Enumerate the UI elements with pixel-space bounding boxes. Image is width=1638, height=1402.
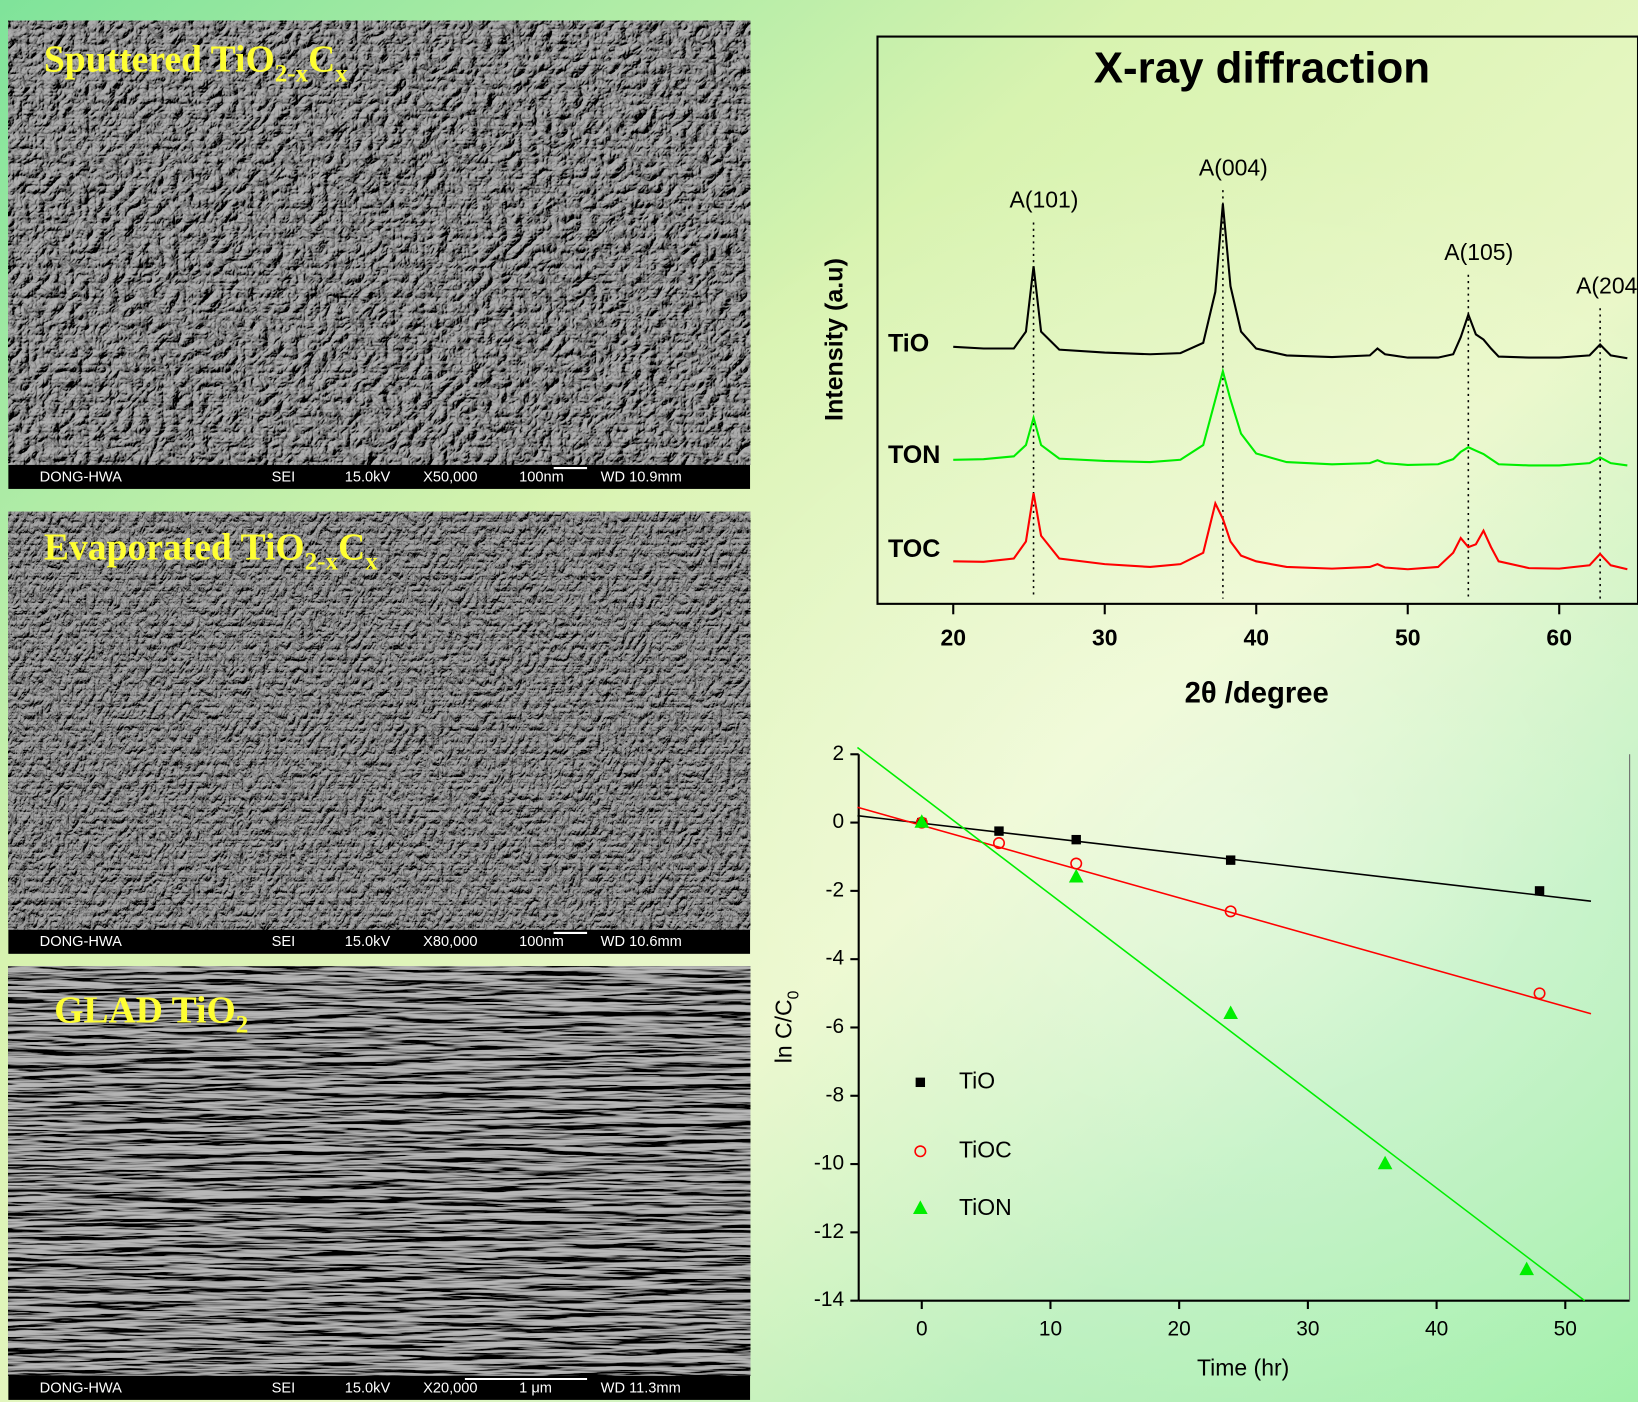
text-segment: C [338, 526, 365, 568]
legend-marker [916, 1078, 925, 1087]
y-tick-label: -14 [814, 1288, 844, 1311]
sem-panel: DONG-HWA SEI 15.0kV X80,000 100nm WD 10.6mm Ev… [8, 512, 750, 954]
sem-info-magnification: X80,000 [423, 934, 477, 950]
sem-info-mode: SEI [272, 1380, 296, 1396]
x-tick-label: 20 [940, 624, 966, 650]
text-segment: C [308, 38, 335, 80]
y-tick-label: 0 [832, 810, 844, 833]
y-axis-label: Intensity (a.u) [820, 258, 848, 421]
series-label: TOC [888, 535, 940, 563]
peak-label: A(004) [1199, 154, 1268, 180]
x-tick-label: 0 [916, 1317, 928, 1340]
sem-info-scale: 100nm [519, 934, 564, 950]
sem-info-scale: 1 μm [519, 1380, 552, 1396]
legend-label: TiO [959, 1067, 995, 1093]
sem-panel: DONG-HWA SEI 15.0kV X50,000 100nm WD 10.9mm Sp… [8, 21, 750, 489]
x-axis-label: Time (hr) [1197, 1355, 1289, 1381]
sem-info-magnification: X50,000 [423, 469, 477, 485]
sem-info-voltage: 15.0kV [345, 469, 391, 485]
x-tick-label: 50 [1554, 1317, 1577, 1340]
x-tick-label: 10 [1039, 1317, 1062, 1340]
sem-image [8, 21, 750, 465]
sem-info-wd: WD 10.6mm [601, 934, 682, 950]
sem-info-scale: 100nm [519, 469, 564, 485]
legend-label: TiOC [959, 1136, 1012, 1162]
data-point [994, 826, 1003, 835]
peak-label: A(204) [1576, 272, 1638, 298]
text-segment: 2-x [275, 61, 309, 88]
sem-info-voltage: 15.0kV [345, 1380, 391, 1396]
x-tick-label: 50 [1395, 624, 1421, 650]
x-tick-label: 40 [1425, 1317, 1448, 1340]
y-tick-label: -6 [826, 1015, 845, 1038]
peak-label: A(101) [1010, 187, 1079, 213]
y-tick-label: -12 [814, 1220, 844, 1243]
text-segment: 0 [785, 990, 802, 999]
text-segment: Evaporated TiO [44, 526, 305, 568]
sem-image [8, 512, 750, 930]
sem-info-wd: WD 11.3mm [601, 1380, 681, 1396]
chart-title: X-ray diffraction [1094, 44, 1430, 93]
data-point [1226, 855, 1235, 864]
sem-info-operator: DONG-HWA [40, 934, 122, 950]
sem-info-operator: DONG-HWA [40, 1380, 122, 1396]
text-segment: GLAD TiO [54, 989, 235, 1031]
y-tick-label: -10 [814, 1152, 844, 1175]
x-tick-label: 30 [1092, 624, 1118, 650]
text-segment: x [335, 61, 348, 88]
y-tick-label: -8 [826, 1083, 845, 1106]
y-tick-label: 2 [832, 742, 844, 765]
sem-info-mode: SEI [272, 469, 296, 485]
text-segment: 2 [236, 1012, 249, 1039]
text-segment: ln C/C [771, 999, 797, 1063]
x-tick-label: 60 [1546, 624, 1572, 650]
sem-info-wd: WD 10.9mm [601, 469, 682, 485]
text-segment: 2-x [305, 549, 339, 576]
x-tick-label: 20 [1168, 1317, 1191, 1340]
page: DONG-HWA SEI 15.0kV X50,000 100nm WD 10.9mm Sp… [0, 0, 1638, 1402]
sem-info-operator: DONG-HWA [40, 469, 122, 485]
peak-label: A(105) [1444, 239, 1513, 265]
data-point [1535, 886, 1544, 895]
x-tick-label: 30 [1296, 1317, 1319, 1340]
legend-label: TiON [959, 1194, 1012, 1220]
series-label: TiO [888, 329, 929, 357]
sem-info-voltage: 15.0kV [345, 934, 391, 950]
y-tick-label: -2 [826, 878, 845, 901]
text-segment: x [365, 549, 378, 576]
sem-info-magnification: X20,000 [423, 1380, 477, 1396]
series-label: TON [888, 441, 940, 469]
x-tick-label: 40 [1243, 624, 1269, 650]
data-point [1072, 835, 1081, 844]
sem-panel: DONG-HWA SEI 15.0kV X20,000 1 μm WD 11.3mm GLA… [8, 966, 750, 1400]
poster: DONG-HWA SEI 15.0kV X50,000 100nm WD 10.9mm Sp… [0, 0, 1638, 1402]
x-axis-label: 2θ /degree [1185, 677, 1329, 709]
y-tick-label: -4 [826, 947, 845, 970]
sem-info-mode: SEI [272, 934, 296, 950]
text-segment: Sputtered TiO [44, 38, 275, 80]
